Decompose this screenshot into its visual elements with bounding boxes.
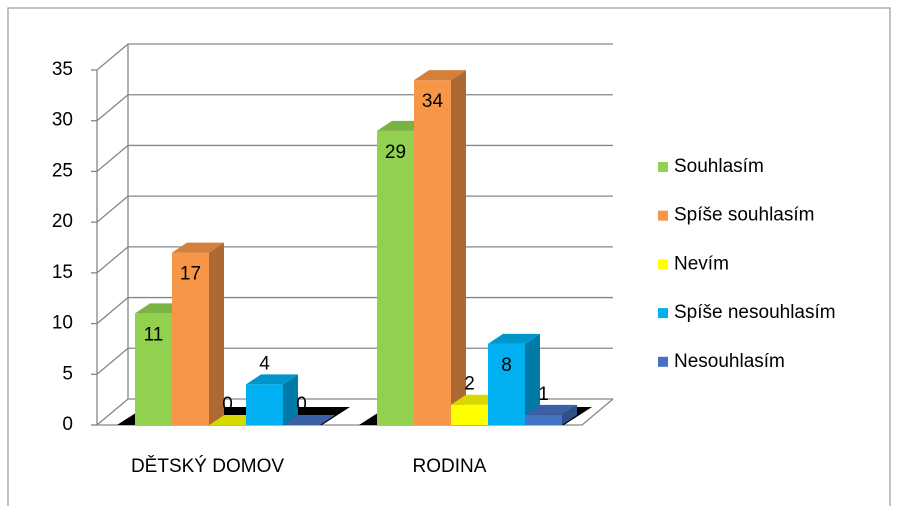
bar — [451, 404, 488, 425]
bar-top — [172, 242, 224, 253]
x-tick-label: RODINA — [413, 456, 487, 477]
bar-top — [283, 415, 335, 425]
legend-label: Nevím — [674, 253, 729, 274]
legend-swatch — [658, 356, 668, 367]
legend-swatch — [658, 210, 668, 221]
bar-top — [414, 70, 466, 81]
y-tick-label: 20 — [52, 211, 73, 232]
data-label: 8 — [501, 355, 512, 376]
bar — [377, 130, 414, 425]
y-tick-label: 10 — [52, 313, 73, 334]
data-label: 4 — [259, 353, 270, 374]
legend-label: Spíše nesouhlasím — [674, 302, 836, 323]
grid-line — [96, 195, 613, 223]
bar-side — [562, 404, 577, 425]
bar — [135, 313, 172, 425]
y-tick-label: 35 — [52, 59, 73, 80]
bar — [414, 80, 451, 426]
bar — [246, 384, 283, 425]
data-label: 0 — [222, 394, 233, 415]
legend-label: Spíše souhlasím — [674, 205, 814, 226]
bar-side — [209, 242, 224, 425]
grid-line — [96, 144, 613, 172]
y-tick-label: 15 — [52, 262, 73, 283]
x-tick-label: DĚTSKÝ DOMOV — [131, 455, 284, 477]
grid-line — [96, 43, 613, 71]
bar-side — [283, 374, 298, 425]
grid-line — [96, 94, 613, 122]
bar-side — [525, 333, 540, 425]
y-tick-label: 25 — [52, 160, 73, 181]
bar-side — [451, 70, 466, 426]
data-label: 34 — [422, 91, 444, 112]
legend-swatch — [658, 259, 668, 270]
legend-swatch — [658, 308, 668, 319]
legend-label: Souhlasím — [674, 156, 764, 177]
bar — [525, 414, 562, 425]
legend-label: Nesouhlasím — [674, 351, 785, 372]
data-label: 0 — [296, 394, 307, 415]
chart-frame — [7, 7, 891, 506]
bar — [172, 252, 209, 425]
legend-swatch — [658, 162, 668, 172]
data-label: 1 — [538, 384, 549, 405]
data-label: 29 — [385, 142, 406, 163]
bar-top — [246, 374, 298, 385]
y-tick-label: 0 — [62, 414, 73, 435]
y-tick-label: 5 — [62, 363, 73, 384]
bar — [488, 343, 525, 425]
y-tick-label: 30 — [52, 110, 73, 131]
data-label: 17 — [180, 264, 201, 285]
bar-top — [488, 333, 540, 344]
data-label: 2 — [464, 374, 475, 395]
data-label: 11 — [144, 324, 164, 345]
bar-top — [525, 404, 577, 415]
